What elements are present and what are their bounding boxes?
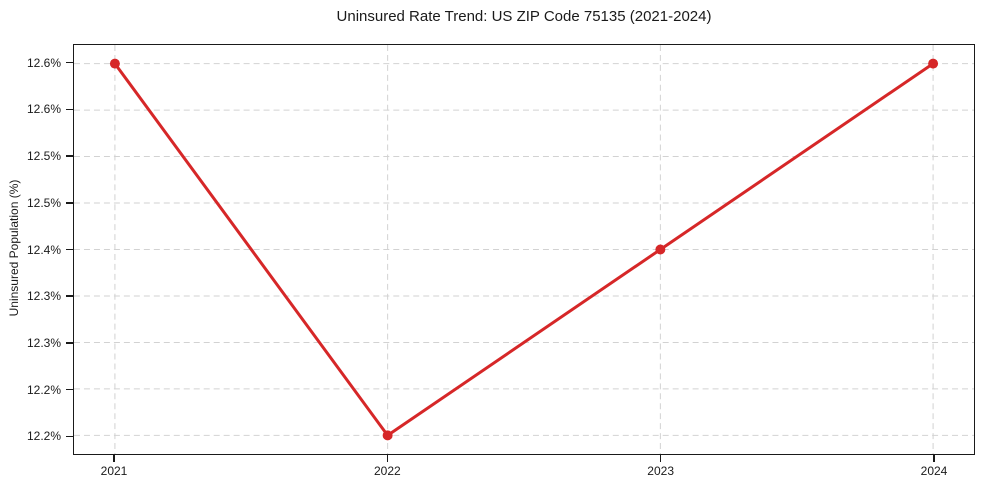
x-axis-tick-mark [659,455,662,462]
y-tick-label: 12.5% [26,149,61,164]
data-point-marker [655,244,666,255]
x-axis-tick-mark [386,455,389,462]
y-axis-tick-mark [66,388,73,391]
x-tick-label: 2024 [920,464,948,478]
y-tick-label: 12.2% [26,429,61,444]
x-tick-label: 2021 [100,464,128,478]
data-point-marker [382,430,393,441]
data-point-marker [928,58,939,69]
x-axis-tick-mark [933,455,935,462]
y-axis-tick-mark [66,202,73,204]
line-plot-svg [74,45,974,454]
y-axis-tick-mark [66,295,73,297]
trend-line [113,62,935,437]
x-tick-label: 2023 [647,464,674,478]
data-point-marker [109,58,120,69]
y-tick-label: 12.6% [26,55,61,70]
plot-area [73,44,975,455]
y-axis-tick-mark [66,108,73,111]
y-tick-label: 12.5% [26,195,61,210]
y-axis-tick-mark [66,61,73,64]
y-axis-tick-mark [66,435,73,438]
y-tick-label: 12.6% [26,102,61,117]
x-tick-label: 2022 [373,464,401,478]
y-tick-label: 12.4% [26,242,61,257]
y-axis-tick-mark [66,248,73,251]
y-axis-tick-mark [66,155,73,157]
y-axis-tick-mark [66,342,73,344]
y-tick-label: 12.3% [26,335,61,350]
chart-title: Uninsured Rate Trend: US ZIP Code 75135 … [336,8,712,25]
x-axis-tick-mark [113,455,115,462]
y-tick-label: 12.3% [26,289,61,304]
y-tick-label: 12.2% [26,382,61,397]
